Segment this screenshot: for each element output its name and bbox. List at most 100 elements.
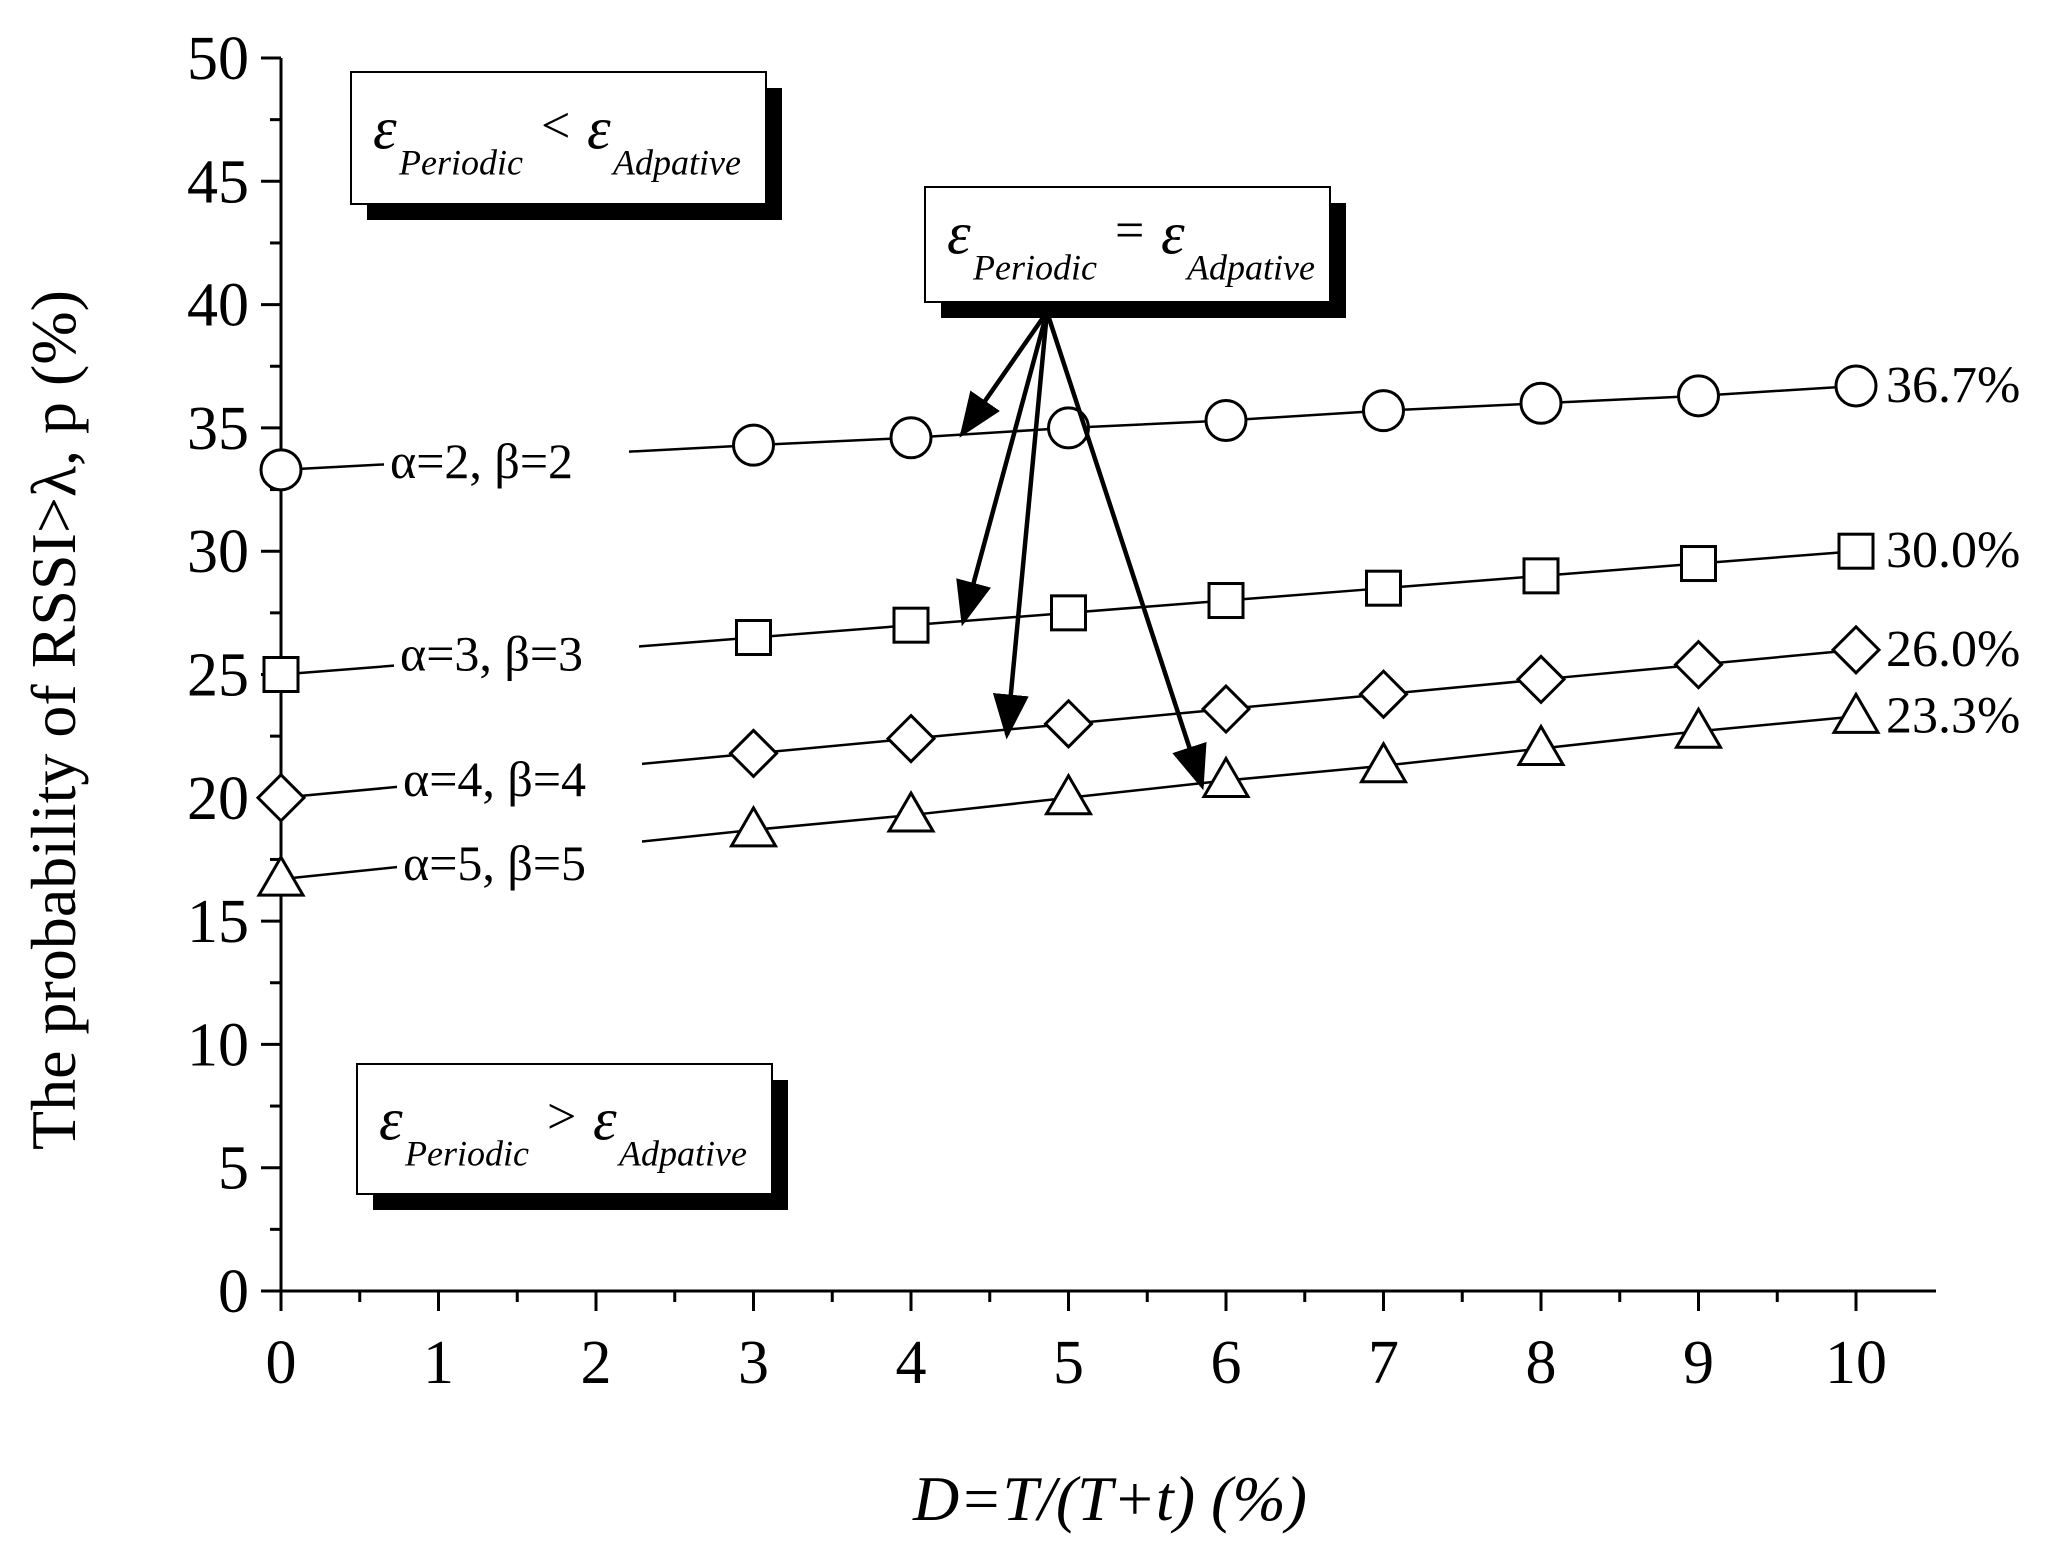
series-diamond: α=4, β=4 26.0% xyxy=(255,621,2020,823)
series-label: α=2, β=2 xyxy=(390,433,573,489)
relation-operator: = xyxy=(1115,203,1144,260)
box-frame xyxy=(924,186,1331,303)
x-tick-label-8: 8 xyxy=(1526,1329,1557,1397)
data-point-triangle xyxy=(886,790,936,833)
series-label: α=5, β=5 xyxy=(403,835,586,891)
series-end-label: 30.0% xyxy=(1886,522,2020,579)
data-point-diamond xyxy=(1673,639,1724,690)
data-point-diamond xyxy=(1358,669,1409,720)
y-tick-label-15: 15 xyxy=(187,888,249,956)
y-tick-label-10: 10 xyxy=(187,1011,249,1079)
series-circle: α=2, β=2 36.7% xyxy=(259,357,2020,492)
data-point-circle xyxy=(732,423,775,467)
x-tick-label-7: 7 xyxy=(1368,1329,1399,1397)
series-triangle: α=5, β=5 23.3% xyxy=(256,687,2020,897)
x-tick-label-2: 2 xyxy=(581,1329,612,1397)
annotation-arrow xyxy=(1044,311,1207,791)
x-tick-label-9: 9 xyxy=(1683,1329,1714,1397)
data-point-square xyxy=(1522,557,1560,595)
data-point-square xyxy=(1050,594,1087,632)
relation-operator: > xyxy=(547,1088,576,1145)
series-label-bg xyxy=(384,433,629,490)
data-point-diamond xyxy=(1830,624,1882,675)
series-label: α=3, β=3 xyxy=(400,625,583,681)
y-tick-label-20: 20 xyxy=(187,765,249,833)
series-label: α=4, β=4 xyxy=(403,751,586,807)
data-point-circle xyxy=(1047,406,1090,450)
data-point-square xyxy=(892,606,930,644)
x-tick-label-5: 5 xyxy=(1053,1329,1084,1397)
data-point-diamond xyxy=(885,713,937,764)
x-tick-label-0: 0 xyxy=(266,1329,297,1397)
subscript-periodic: Periodic xyxy=(398,143,523,183)
y-tick-label-30: 30 xyxy=(187,518,249,586)
annotation-arrow xyxy=(959,310,1049,438)
data-point-diamond xyxy=(728,728,779,779)
annotation-arrow xyxy=(992,311,1050,740)
data-point-circle xyxy=(1204,399,1248,443)
epsilon-symbol: ε xyxy=(587,96,611,162)
x-tick-label-10: 10 xyxy=(1825,1329,1887,1397)
data-point-triangle xyxy=(728,804,779,848)
series-label-bg xyxy=(397,752,642,809)
y-tick-label-50: 50 xyxy=(187,25,249,93)
data-point-square xyxy=(1207,582,1245,620)
epsilon-symbol: ε xyxy=(1161,201,1185,267)
relation-operator: < xyxy=(541,98,570,155)
data-point-triangle xyxy=(1043,772,1094,816)
x-tick-label-3: 3 xyxy=(738,1329,769,1397)
subscript-adpative: Adpative xyxy=(611,143,741,183)
data-point-diamond xyxy=(1200,683,1252,735)
data-point-triangle xyxy=(1673,706,1724,749)
data-point-triangle xyxy=(1516,723,1566,766)
epsilon-symbol: ε xyxy=(593,1086,617,1152)
data-point-square xyxy=(262,656,300,693)
arrows-layer xyxy=(956,310,1207,791)
y-tick-label-0: 0 xyxy=(218,1258,249,1326)
series-square: α=3, β=3 30.0% xyxy=(262,522,2020,693)
subscript-periodic: Periodic xyxy=(404,1133,529,1173)
data-point-diamond xyxy=(1515,654,1567,705)
data-point-square xyxy=(735,619,772,657)
x-axis-title: D=T/(T+t) (%) xyxy=(912,1463,1307,1534)
y-tick-label-5: 5 xyxy=(218,1135,249,1203)
y-axis-title: The probability of RSSI>λ, p (%) xyxy=(18,290,89,1150)
data-point-triangle xyxy=(1201,755,1251,799)
data-point-triangle xyxy=(256,854,306,897)
subscript-adpative: Adpative xyxy=(617,1133,747,1173)
series-label-bg xyxy=(397,835,642,892)
series-end-label: 23.3% xyxy=(1886,687,2020,744)
epsilon-symbol: ε xyxy=(373,96,397,162)
y-tick-label-40: 40 xyxy=(187,272,249,340)
y-tick-label-35: 35 xyxy=(187,395,249,463)
data-point-triangle xyxy=(1358,740,1409,784)
subscript-adpative: Adpative xyxy=(1185,248,1315,288)
epsilon-symbol: ε xyxy=(379,1086,403,1152)
box-frame xyxy=(350,71,767,205)
series-end-label: 26.0% xyxy=(1886,621,2020,678)
series-end-label: 36.7% xyxy=(1886,357,2020,414)
x-tick-label-4: 4 xyxy=(896,1329,927,1397)
data-point-circle xyxy=(1677,374,1720,418)
data-point-diamond xyxy=(1043,698,1094,749)
y-tick-label-25: 25 xyxy=(187,642,249,710)
series-layer: α=2, β=236.7%α=3, β=330.0%α=4, β=426.0%α… xyxy=(255,357,2020,897)
series-label-bg xyxy=(394,626,639,683)
data-point-diamond xyxy=(255,772,307,823)
subscript-periodic: Periodic xyxy=(972,248,1097,288)
data-point-square xyxy=(1837,532,1875,570)
y-tick-label-45: 45 xyxy=(187,148,249,216)
data-point-circle xyxy=(1362,389,1405,433)
epsilon-symbol: ε xyxy=(947,201,971,267)
data-point-circle xyxy=(259,448,303,492)
x-tick-label-6: 6 xyxy=(1211,1329,1242,1397)
data-point-square xyxy=(1365,569,1402,607)
data-point-circle xyxy=(1519,381,1563,425)
data-point-square xyxy=(1680,545,1717,583)
